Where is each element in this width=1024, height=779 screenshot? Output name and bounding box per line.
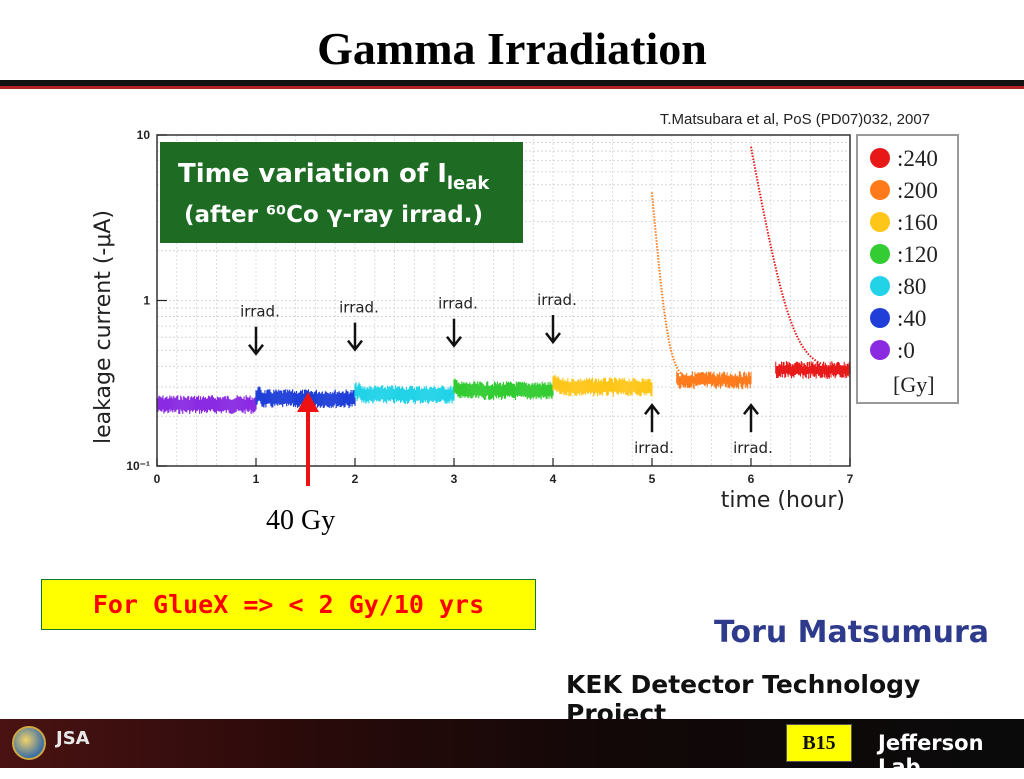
series-gy-0 <box>156 395 257 415</box>
irrad-annotation: irrad. <box>438 295 478 348</box>
jsa-logo-icon: JSA <box>56 728 90 749</box>
irrad-arrow-head <box>644 403 660 415</box>
legend-item: :120 <box>870 242 938 267</box>
forty-gy-label: 40 Gy <box>266 505 336 536</box>
x-tick-label: 4 <box>550 472 557 486</box>
chart-citation: T.Matsubara et al, PoS (PD07)032, 2007 <box>660 111 930 128</box>
legend-item: :200 <box>870 178 938 203</box>
legend: :240 :200 :160 :120 :80 :40 :0 <box>870 146 938 363</box>
series-gy-200 <box>651 192 752 390</box>
irrad-label: irrad. <box>240 303 280 321</box>
y-tick-label: 10⁻¹ <box>126 459 150 473</box>
footer-bar: JSA B15 Jefferson Lab <box>0 719 1024 779</box>
legend-label: :80 <box>897 274 926 299</box>
series-curve <box>750 146 850 371</box>
y-axis-label: leakage current (-μA) <box>91 210 116 444</box>
irrad-annotation: irrad. <box>634 403 674 457</box>
x-tick-label: 5 <box>649 472 656 486</box>
series-gy-80 <box>354 382 455 404</box>
title-divider-accent <box>0 86 1024 89</box>
series-gy-160 <box>552 374 653 397</box>
jefferson-lab-logo: Jefferson Lab <box>878 731 984 779</box>
legend-swatch <box>870 244 890 264</box>
inset-title-line1: Time variation of Ileak <box>178 159 490 194</box>
legend-label: :0 <box>897 338 915 363</box>
legend-unit: [Gy] <box>893 372 935 397</box>
inset-title-line2: (after ⁶⁰Co γ-ray irrad.) <box>184 202 483 228</box>
irrad-arrow-head <box>248 343 264 356</box>
series-layer <box>156 146 851 415</box>
y-tick-label: 1 <box>143 294 150 308</box>
legend-swatch <box>870 148 890 168</box>
forty-gy-arrow <box>297 392 319 486</box>
legend-item: :0 <box>870 338 915 363</box>
x-tick-label: 1 <box>253 472 260 486</box>
irrad-label: irrad. <box>634 439 674 457</box>
legend-box <box>856 134 959 404</box>
project-name: KEK Detector Technology Project <box>566 670 921 728</box>
slide-badge: B15 <box>786 724 852 762</box>
author-name: Toru Matsumura <box>714 615 989 650</box>
irrad-arrow-head <box>347 339 363 352</box>
chart: T.Matsubara et al, PoS (PD07)032, 2007 0… <box>91 111 959 513</box>
legend-swatch <box>870 180 890 200</box>
series-gy-120 <box>453 378 554 401</box>
ticks: 0 1 2 3 4 5 6 7 10 1 10⁻¹ <box>126 128 853 486</box>
legend-item: :240 <box>870 146 938 171</box>
irrad-annotation: irrad. <box>240 303 280 356</box>
x-tick-label: 0 <box>154 472 161 486</box>
series-curve <box>651 192 751 382</box>
x-tick-label: 3 <box>451 472 458 486</box>
legend-swatch <box>870 308 890 328</box>
irrad-label: irrad. <box>438 295 478 313</box>
series-gy-240 <box>750 146 851 379</box>
inset-title-sub: leak <box>447 173 491 194</box>
irrad-arrow-head <box>743 403 759 415</box>
doe-seal-icon <box>12 726 46 760</box>
irrad-annotation: irrad. <box>339 299 379 352</box>
legend-label: :200 <box>897 178 938 203</box>
irrad-arrow-head <box>545 332 561 345</box>
y-tick-label: 10 <box>137 128 151 142</box>
slide-title: Gamma Irradiation <box>317 23 707 74</box>
irrad-arrow-head <box>446 335 462 348</box>
inset-title-box <box>160 142 523 243</box>
series-gy-40 <box>255 386 356 409</box>
irrad-annotation: irrad. <box>733 403 773 457</box>
legend-item: :160 <box>870 210 938 235</box>
legend-item: :40 <box>870 306 926 331</box>
legend-label: :40 <box>897 306 926 331</box>
x-tick-label: 2 <box>352 472 359 486</box>
irrad-annotation: irrad. <box>537 291 577 345</box>
legend-label: :240 <box>897 146 938 171</box>
irrad-label: irrad. <box>537 291 577 309</box>
legend-label: :160 <box>897 210 938 235</box>
legend-swatch <box>870 276 890 296</box>
legend-item: :80 <box>870 274 926 299</box>
legend-swatch <box>870 212 890 232</box>
x-tick-label: 7 <box>847 472 854 486</box>
x-axis-label: time (hour) <box>721 488 845 513</box>
legend-swatch <box>870 340 890 360</box>
annotations: irrad. irrad. irrad. irrad. irrad. irrad. <box>240 291 773 457</box>
irrad-label: irrad. <box>339 299 379 317</box>
x-tick-label: 6 <box>748 472 755 486</box>
irrad-label: irrad. <box>733 439 773 457</box>
legend-label: :120 <box>897 242 938 267</box>
gluex-requirement: For GlueX => < 2 Gy/10 yrs <box>41 579 536 630</box>
title-divider <box>0 80 1024 86</box>
